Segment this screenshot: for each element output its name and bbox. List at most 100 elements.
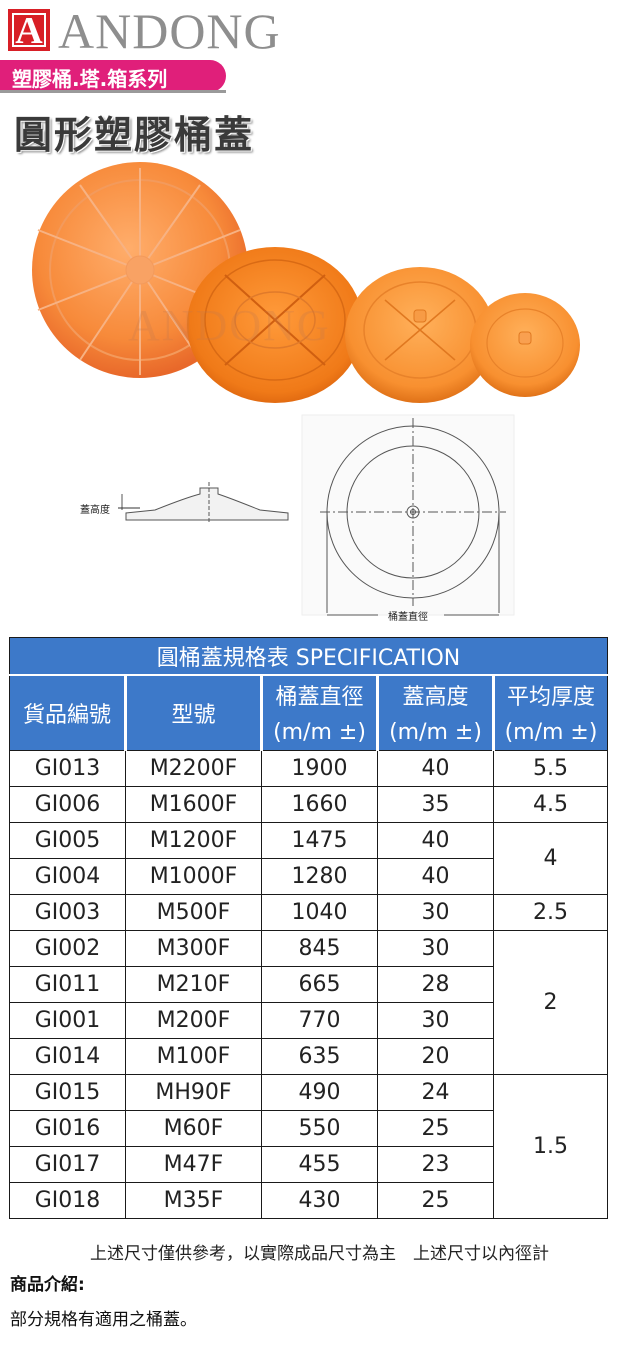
cell-diameter: 1280 [261, 858, 378, 895]
technical-drawing: 蓋高度 桶蓋直徑 [80, 414, 515, 623]
cell-code: GI013 [9, 750, 126, 787]
cell-height: 40 [377, 822, 494, 859]
header-model: 型號 [125, 674, 263, 751]
logo-letter: A [15, 10, 43, 52]
cell-model: M200F [125, 1002, 262, 1039]
photo-watermark: ANDONG [128, 301, 331, 350]
cell-thickness: 4.5 [493, 786, 608, 823]
cell-diameter: 1040 [261, 894, 378, 931]
cell-code: GI003 [9, 894, 126, 931]
cell-height: 30 [377, 1002, 494, 1039]
cell-model: M2200F [125, 750, 262, 787]
cell-model: M1200F [125, 822, 262, 859]
lid-small [345, 267, 495, 403]
cell-diameter: 1900 [261, 750, 378, 787]
cell-diameter: 845 [261, 930, 378, 967]
cell-model: M100F [125, 1038, 262, 1075]
table-row: GI014 M100F 635 20 [9, 1038, 608, 1075]
cell-diameter: 665 [261, 966, 378, 1003]
intro-heading: 商品介紹: [10, 1275, 85, 1295]
cell-model: M1600F [125, 786, 262, 823]
cell-thickness: 2 [493, 930, 608, 1075]
cell-model: M60F [125, 1110, 262, 1147]
cell-height: 25 [377, 1182, 494, 1219]
cell-thickness: 5.5 [493, 750, 608, 787]
header-diameter-unit: (m/m ±) [261, 714, 379, 751]
cell-code: GI004 [9, 858, 126, 895]
cell-height: 40 [377, 750, 494, 787]
top-view-drawing [301, 414, 515, 616]
cell-code: GI011 [9, 966, 126, 1003]
side-view-drawing [118, 482, 289, 522]
header-diameter: 桶蓋直徑 [261, 674, 379, 714]
header-code: 貨品編號 [9, 674, 127, 751]
cell-model: MH90F [125, 1074, 262, 1111]
cell-height: 30 [377, 930, 494, 967]
cell-diameter: 550 [261, 1110, 378, 1147]
series-underline [0, 90, 226, 93]
lid-large [32, 162, 248, 378]
table-row: GI015 MH90F 490 24 1.5 [9, 1074, 608, 1219]
diameter-label: 桶蓋直徑 [388, 610, 428, 623]
table-row: GI016 M60F 550 25 [9, 1110, 608, 1147]
brand-name: ANDONG [58, 3, 281, 59]
cell-code: GI014 [9, 1038, 126, 1075]
lid-medium [187, 247, 363, 403]
header-height-unit: (m/m ±) [377, 714, 495, 751]
header-thickness-unit: (m/m ±) [493, 714, 608, 751]
brand-logo: A [8, 9, 50, 52]
cell-model: M300F [125, 930, 262, 967]
header-thickness: 平均厚度 [493, 674, 608, 714]
dimension-note: 上述尺寸僅供參考，以實際成品尺寸為主 上述尺寸以內徑計 [90, 1244, 549, 1264]
cell-height: 24 [377, 1074, 494, 1111]
cell-code: GI018 [9, 1182, 126, 1219]
cell-thickness: 2.5 [493, 894, 608, 931]
cell-code: GI005 [9, 822, 126, 859]
intro-body: 部分規格有適用之桶蓋。 [10, 1310, 197, 1330]
cell-height: 25 [377, 1110, 494, 1147]
lid-height-label: 蓋高度 [80, 503, 110, 516]
cell-diameter: 635 [261, 1038, 378, 1075]
cell-height: 20 [377, 1038, 494, 1075]
table-row: GI005 M1200F 1475 40 4 [9, 822, 608, 895]
table-row: GI018 M35F 430 25 [9, 1182, 608, 1219]
lid-smallest [470, 293, 580, 397]
table-row: GI011 M210F 665 28 [9, 966, 608, 1003]
logo-frame [12, 13, 46, 47]
table-row: GI006 M1600F 1660 35 4.5 [9, 786, 608, 823]
cell-model: M210F [125, 966, 262, 1003]
cell-code: GI016 [9, 1110, 126, 1147]
cell-thickness: 4 [493, 822, 608, 895]
cell-code: GI001 [9, 1002, 126, 1039]
page-title: 圓形塑膠桶蓋 [14, 113, 255, 157]
series-label: 塑膠桶.塔.箱系列 [12, 67, 168, 91]
header-height: 蓋高度 [377, 674, 495, 714]
cell-code: GI002 [9, 930, 126, 967]
cell-height: 30 [377, 894, 494, 931]
table-row: GI002 M300F 845 30 2 [9, 930, 608, 1075]
cell-diameter: 455 [261, 1146, 378, 1183]
spec-table: 圓桶蓋規格表 SPECIFICATION 貨品編號 型號 桶蓋直徑 蓋高度 平均… [9, 637, 608, 1219]
cell-model: M35F [125, 1182, 262, 1219]
cell-diameter: 1660 [261, 786, 378, 823]
cell-thickness: 1.5 [493, 1074, 608, 1219]
cell-code: GI015 [9, 1074, 126, 1111]
cell-code: GI006 [9, 786, 126, 823]
cell-model: M500F [125, 894, 262, 931]
table-title: 圓桶蓋規格表 SPECIFICATION [9, 637, 608, 676]
cell-diameter: 770 [261, 1002, 378, 1039]
cell-height: 40 [377, 858, 494, 895]
cell-diameter: 490 [261, 1074, 378, 1111]
cell-model: M47F [125, 1146, 262, 1183]
product-photo [32, 162, 580, 403]
cell-height: 23 [377, 1146, 494, 1183]
table-row: GI017 M47F 455 23 [9, 1146, 608, 1183]
table-row: GI001 M200F 770 30 [9, 1002, 608, 1039]
cell-diameter: 1475 [261, 822, 378, 859]
series-tag: 塑膠桶.塔.箱系列 [0, 60, 226, 92]
table-row: GI003 M500F 1040 30 2.5 [9, 894, 608, 931]
table-row: GI013 M2200F 1900 40 5.5 [9, 750, 608, 787]
cell-height: 35 [377, 786, 494, 823]
cell-height: 28 [377, 966, 494, 1003]
cell-diameter: 430 [261, 1182, 378, 1219]
